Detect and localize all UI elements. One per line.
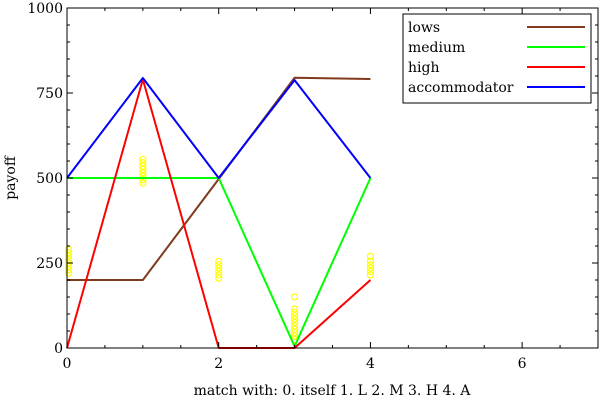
x-tick-label-2: 4 xyxy=(366,356,375,372)
y-tick-label-3: 750 xyxy=(36,86,63,102)
scatter-point-23 xyxy=(290,305,299,313)
legend-label-accommodator: accommodator xyxy=(408,80,514,96)
scatter-point-28 xyxy=(290,322,299,330)
scatter-point-38 xyxy=(366,271,375,279)
scatter-point-25 xyxy=(290,312,299,320)
y-tick-label-1: 250 xyxy=(36,256,63,272)
scatter-point-17 xyxy=(215,261,223,269)
legend-items: lows medium high accommodator xyxy=(408,20,585,96)
scatter-point-22 xyxy=(290,293,299,301)
scatter-point-8 xyxy=(139,155,147,163)
x-tick-label-0: 0 xyxy=(63,356,72,372)
legend: lows medium high accommodator xyxy=(402,13,592,104)
scatter-point-15 xyxy=(139,179,147,187)
series-line-accommodator xyxy=(66,77,372,179)
scatter-point-13 xyxy=(139,172,147,180)
y-tick-label-4: 1000 xyxy=(27,1,63,17)
scatter-point-36 xyxy=(366,264,375,272)
scatter-point-29 xyxy=(290,325,299,333)
scatter-point-1 xyxy=(64,249,73,257)
scatter-point-37 xyxy=(366,267,375,276)
scatter-point-2 xyxy=(64,252,73,260)
y-axis-title: payoff xyxy=(3,155,19,200)
x-tick-label-1: 2 xyxy=(214,356,223,372)
scatter-point-35 xyxy=(366,261,375,269)
scatter-point-34 xyxy=(366,257,375,265)
ticks-layer xyxy=(66,7,598,349)
scatter-point-20 xyxy=(215,271,223,279)
legend-label-high: high xyxy=(408,60,439,76)
scatter-point-11 xyxy=(139,165,147,174)
scatter-point-10 xyxy=(139,162,147,170)
legend-label-lows: lows xyxy=(408,20,440,36)
scatter-point-14 xyxy=(139,176,147,184)
scatter-point-33 xyxy=(366,252,375,260)
scatter-point-6 xyxy=(64,266,73,274)
legend-box xyxy=(402,13,592,104)
tick-labels-layer: 0 250 500 750 1000 0 2 4 6 xyxy=(27,1,526,372)
scatter-point-12 xyxy=(139,169,147,177)
scatter-point-24 xyxy=(290,308,299,316)
scatter-point-31 xyxy=(290,332,299,340)
y-tick-label-2: 500 xyxy=(36,171,63,187)
scatter-layer xyxy=(64,155,375,344)
scatter-point-16 xyxy=(215,257,223,265)
scatter-point-18 xyxy=(215,264,223,272)
scatter-point-26 xyxy=(290,315,299,323)
x-axis-title: match with: 0. itself 1. L 2. M 3. H 4. … xyxy=(194,383,472,399)
y-tick-label-0: 0 xyxy=(54,341,63,357)
scatter-point-7 xyxy=(64,269,73,277)
scatter-point-9 xyxy=(139,159,147,167)
legend-label-medium: medium xyxy=(408,40,465,56)
scatter-point-21 xyxy=(215,274,223,282)
scatter-point-27 xyxy=(290,318,299,327)
scatter-point-30 xyxy=(290,329,299,337)
scatter-point-19 xyxy=(215,267,223,276)
x-tick-label-3: 6 xyxy=(518,356,527,372)
